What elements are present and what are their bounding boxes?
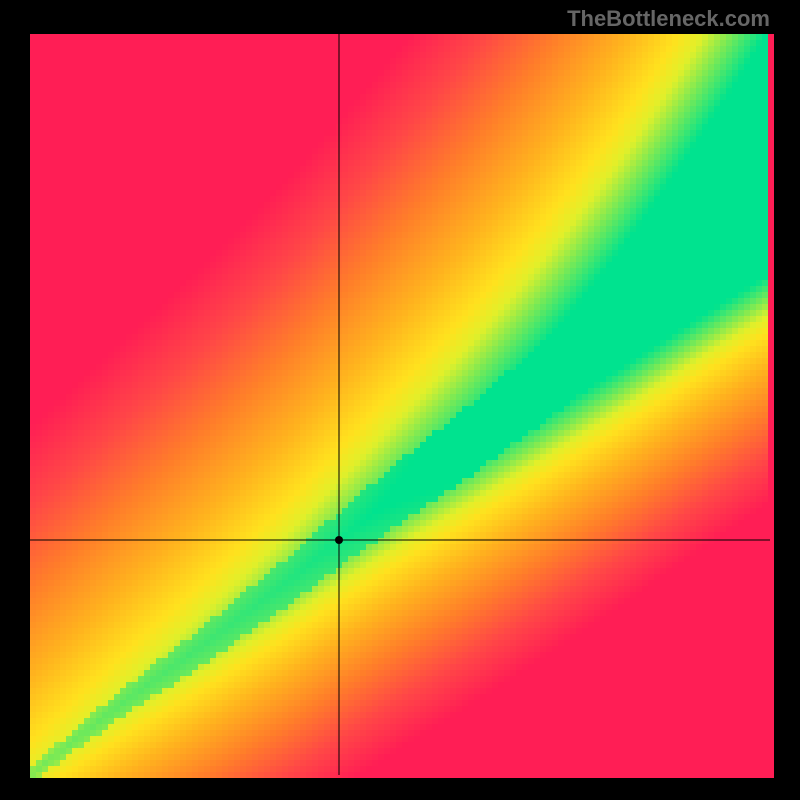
bottleneck-heatmap <box>0 0 800 800</box>
